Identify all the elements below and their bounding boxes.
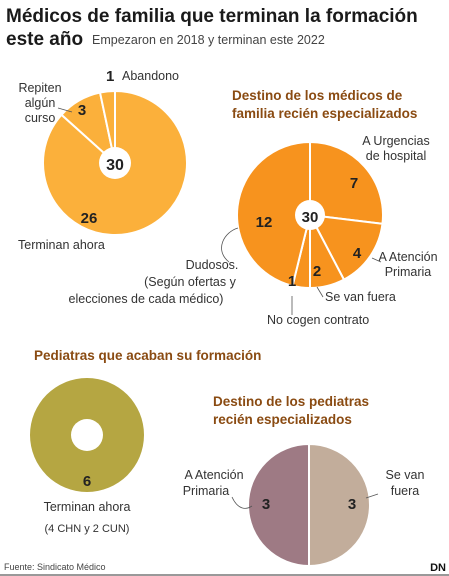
pie3-value: 6 [83,473,91,490]
pie2-primaria-label-1: A Atención [378,250,437,264]
pie4-fuera-value: 3 [348,496,356,513]
leader-pie2-primaria [371,257,382,263]
pie2-fuera-label: Se van fuera [325,290,396,304]
pie1-terminan-label: Terminan ahora [18,238,105,252]
pie1-repiten-value: 3 [78,102,86,119]
pie1-repiten-label-1: Repiten [18,81,61,95]
pie1-abandono-value: 1 [106,68,114,85]
pie3-title: Pediatras que acaban su formación [34,348,261,363]
pie4-slice-fuera [308,442,371,568]
pie2-title-line1: Destino de los médicos de [232,88,403,103]
pie2-urgencias-label-2: de hospital [366,149,426,163]
brand-logo: DN [430,562,446,574]
pie2-slice-primaria [308,213,384,281]
main-title-line1: Médicos de familia que terminan la forma… [6,6,418,27]
leader-pie4-primaria [231,496,253,509]
pie2-dudosos-label-2: (Según ofertas y [144,275,236,289]
pie3-note: (4 CHN y 2 CUN) [45,523,130,535]
pie2-urgencias-label-1: A Urgencias [362,134,429,148]
pie2-slice-urgencias [309,140,384,225]
pie1-repiten-label-2: algún [25,96,56,110]
chart-family-doctors-destination [236,140,384,290]
chart-family-doctors-finishing [42,89,188,236]
pie4-primaria-label-1: A Atención [184,468,243,482]
source-note: Fuente: Sindicato Médico [4,562,106,572]
leader-pie2-fuera [316,286,324,298]
pie1-abandono-label: Abandono [122,69,179,83]
pie4-primaria-value: 3 [262,496,270,513]
pie4-fuera-label-2: fuera [391,484,420,498]
pie2-total: 30 [302,209,319,226]
pie1-terminan-value: 26 [81,210,98,227]
pie2-primaria-label-2: Primaria [385,265,432,279]
pie3-label: Terminan ahora [44,500,131,514]
pie4-title-line2: recién especializados [213,412,352,427]
pie1-total: 30 [106,157,124,174]
main-title-line2: este año [6,29,83,50]
leader-pie4-fuera [365,493,379,499]
leader-pie2-dudosos [221,227,239,263]
pie3-center-hole [71,419,103,451]
pie2-fuera-value: 2 [313,263,321,280]
pie2-slice-dudosos [236,140,311,288]
pie4-primaria-label-2: Primaria [183,484,230,498]
pie2-nocogen-label: No cogen contrato [267,313,369,327]
chart-pediatricians-destination [247,442,371,568]
pie1-center-hole [99,147,131,179]
pie4-slice-primaria [247,442,310,568]
pie4-fuera-label-1: Se van [386,468,425,482]
pie2-title-line2: familia recién especializados [232,106,417,121]
pie2-primaria-value: 4 [353,245,362,262]
pie2-dudosos-label-1: Dudosos. [186,258,239,272]
subtitle: Empezaron en 2018 y terminan este 2022 [92,33,325,47]
leader-pie1-repiten [57,107,73,113]
pie4-title-line1: Destino de los pediatras [213,394,369,409]
chart-pediatricians-finishing [29,377,145,493]
pie2-nocogen-value: 1 [288,273,296,290]
pie2-dudosos-value: 12 [256,214,273,231]
pie2-urgencias-value: 7 [350,175,358,192]
pie1-repiten-label-3: curso [25,111,56,125]
pie2-dudosos-label-3: elecciones de cada médico) [69,292,224,306]
pie2-center-hole [295,200,325,230]
